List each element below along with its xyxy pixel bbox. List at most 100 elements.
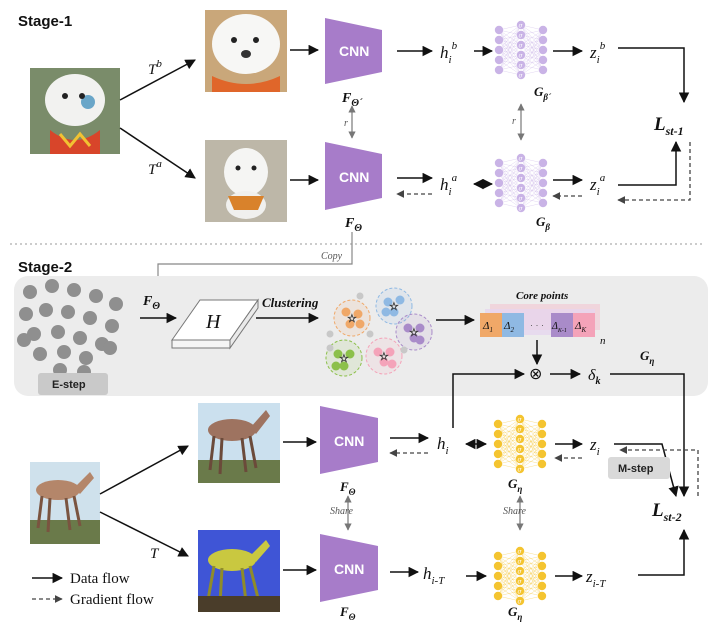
arrow-zi-to-loss2 [614, 443, 679, 498]
core-points-stack: · · · [480, 304, 600, 337]
svg-text:σ: σ [518, 437, 523, 444]
mlp-eta-top-node [493, 459, 503, 469]
t-a-label: Ta [148, 158, 162, 178]
cnn-label-stage2-top: CNN [334, 433, 364, 449]
delta-k-label: δk [588, 367, 600, 387]
delta-k: ΔK [574, 320, 586, 334]
g-eta-mid-label: Gη [508, 476, 522, 494]
r-label-mlp: r [512, 116, 516, 127]
mlp-eta-bottom-node [515, 576, 525, 586]
mlp-beta-node [494, 178, 504, 188]
feature-dot [67, 283, 81, 297]
svg-text:☆: ☆ [379, 350, 389, 363]
g-eta-top-label: Gη [640, 348, 654, 366]
svg-text:☆: ☆ [339, 352, 349, 365]
stage2-augmented-image-bottom [198, 530, 280, 612]
t-label-stage2: T [150, 546, 160, 562]
svg-text:σ: σ [519, 206, 524, 213]
mlp-eta-top-node [493, 439, 503, 449]
mlp-beta-node [516, 153, 526, 163]
mstep-badge [608, 457, 670, 479]
feature-dot [51, 325, 65, 339]
mlp-eta-bottom-node [537, 591, 547, 601]
f-theta-stage2-top: FΘ [339, 479, 356, 497]
grad-loss2-to-zi [619, 446, 699, 496]
arrow-zb-to-loss1 [618, 47, 690, 104]
arrow-horse-to-bottom [99, 511, 189, 557]
cluster-3: ☆ [395, 313, 433, 351]
feature-point-cloud [17, 279, 123, 379]
h-label: H [205, 311, 222, 333]
mlp-eta-bottom-node [537, 551, 547, 561]
mlp-beta-node [538, 188, 548, 198]
stage1-title: Stage-1 [18, 13, 72, 30]
svg-text:σ: σ [519, 23, 524, 30]
mlp-beta-prime-node [494, 25, 504, 35]
feature-dot [89, 289, 103, 303]
svg-text:☆: ☆ [347, 312, 357, 325]
mlp-beta-prime-node [538, 55, 548, 65]
svg-text:σ: σ [518, 427, 523, 434]
mlp-eta-bottom-node [493, 561, 503, 571]
feature-dot [79, 351, 93, 365]
mlp-eta-bottom-node [493, 571, 503, 581]
mlp-beta-prime-node [538, 35, 548, 45]
svg-text:σ: σ [518, 447, 523, 454]
feature-dot [83, 311, 97, 325]
r-label-cnn: r [344, 118, 348, 129]
feature-dot [109, 297, 123, 311]
svg-text:☆: ☆ [389, 300, 399, 313]
stage1-augmented-image-a [205, 140, 287, 222]
svg-text:σ: σ [518, 549, 523, 556]
cluster-1: ☆ [333, 299, 371, 337]
f-theta-stage2-bottom: FΘ [339, 604, 356, 622]
feature-dot [23, 285, 37, 299]
mlp-eta-bottom-node [493, 581, 503, 591]
mlp-beta-prime-node [494, 45, 504, 55]
mlp-eta-top-node [537, 449, 547, 459]
mlp-beta-prime-node [494, 65, 504, 75]
feature-dot [19, 307, 33, 321]
mlp-beta-node [516, 203, 526, 213]
arrow-hi-to-otimes [452, 368, 526, 428]
mlp-eta-top-node [537, 419, 547, 429]
h-i-stage2: hi [437, 434, 449, 457]
cnn-encoder-bottom [325, 142, 382, 210]
core-points-label: Core points [516, 290, 568, 302]
mlp-beta-prime-node [538, 25, 548, 35]
g-beta-prime-label: Gβ´ [534, 84, 552, 102]
svg-text:σ: σ [518, 417, 523, 424]
svg-text:σ: σ [519, 33, 524, 40]
delta-2: Δ2 [503, 320, 514, 334]
delta-k1-cell [551, 313, 573, 337]
delta-k-1: ΔK-1 [551, 321, 567, 334]
mlp-beta-node [494, 188, 504, 198]
mlp-eta-top-node [537, 459, 547, 469]
svg-text:σ: σ [519, 186, 524, 193]
svg-text:σ: σ [518, 579, 523, 586]
cluster-groups: ☆ ☆ ☆ ☆ ☆ [325, 287, 433, 377]
estep-badge [38, 373, 108, 395]
delta-1: Δ1 [482, 320, 493, 334]
cluster-4: ☆ [325, 339, 363, 377]
cnn-encoder-stage2-bottom [320, 534, 378, 602]
feature-dot [57, 345, 71, 359]
feature-dot [103, 341, 117, 355]
feature-dot [105, 319, 119, 333]
mlp-eta-top-node [515, 454, 525, 464]
mlp-beta-node [538, 178, 548, 188]
mlp-eta-bottom-node [537, 561, 547, 571]
svg-text:· · ·: · · · [530, 320, 544, 330]
mlp-eta-bottom-node [515, 596, 525, 606]
grad-loss1-to-za [617, 142, 691, 204]
cnn-encoder-top [325, 18, 382, 84]
copy-label: Copy [321, 251, 343, 262]
stage2-input-horse-image [30, 462, 100, 544]
mlp-eta-bottom-node [537, 581, 547, 591]
legend-gradient-flow-label: Gradient flow [70, 592, 154, 608]
mlp-beta-prime-node [516, 70, 526, 80]
mlp-eta-top-node [537, 429, 547, 439]
